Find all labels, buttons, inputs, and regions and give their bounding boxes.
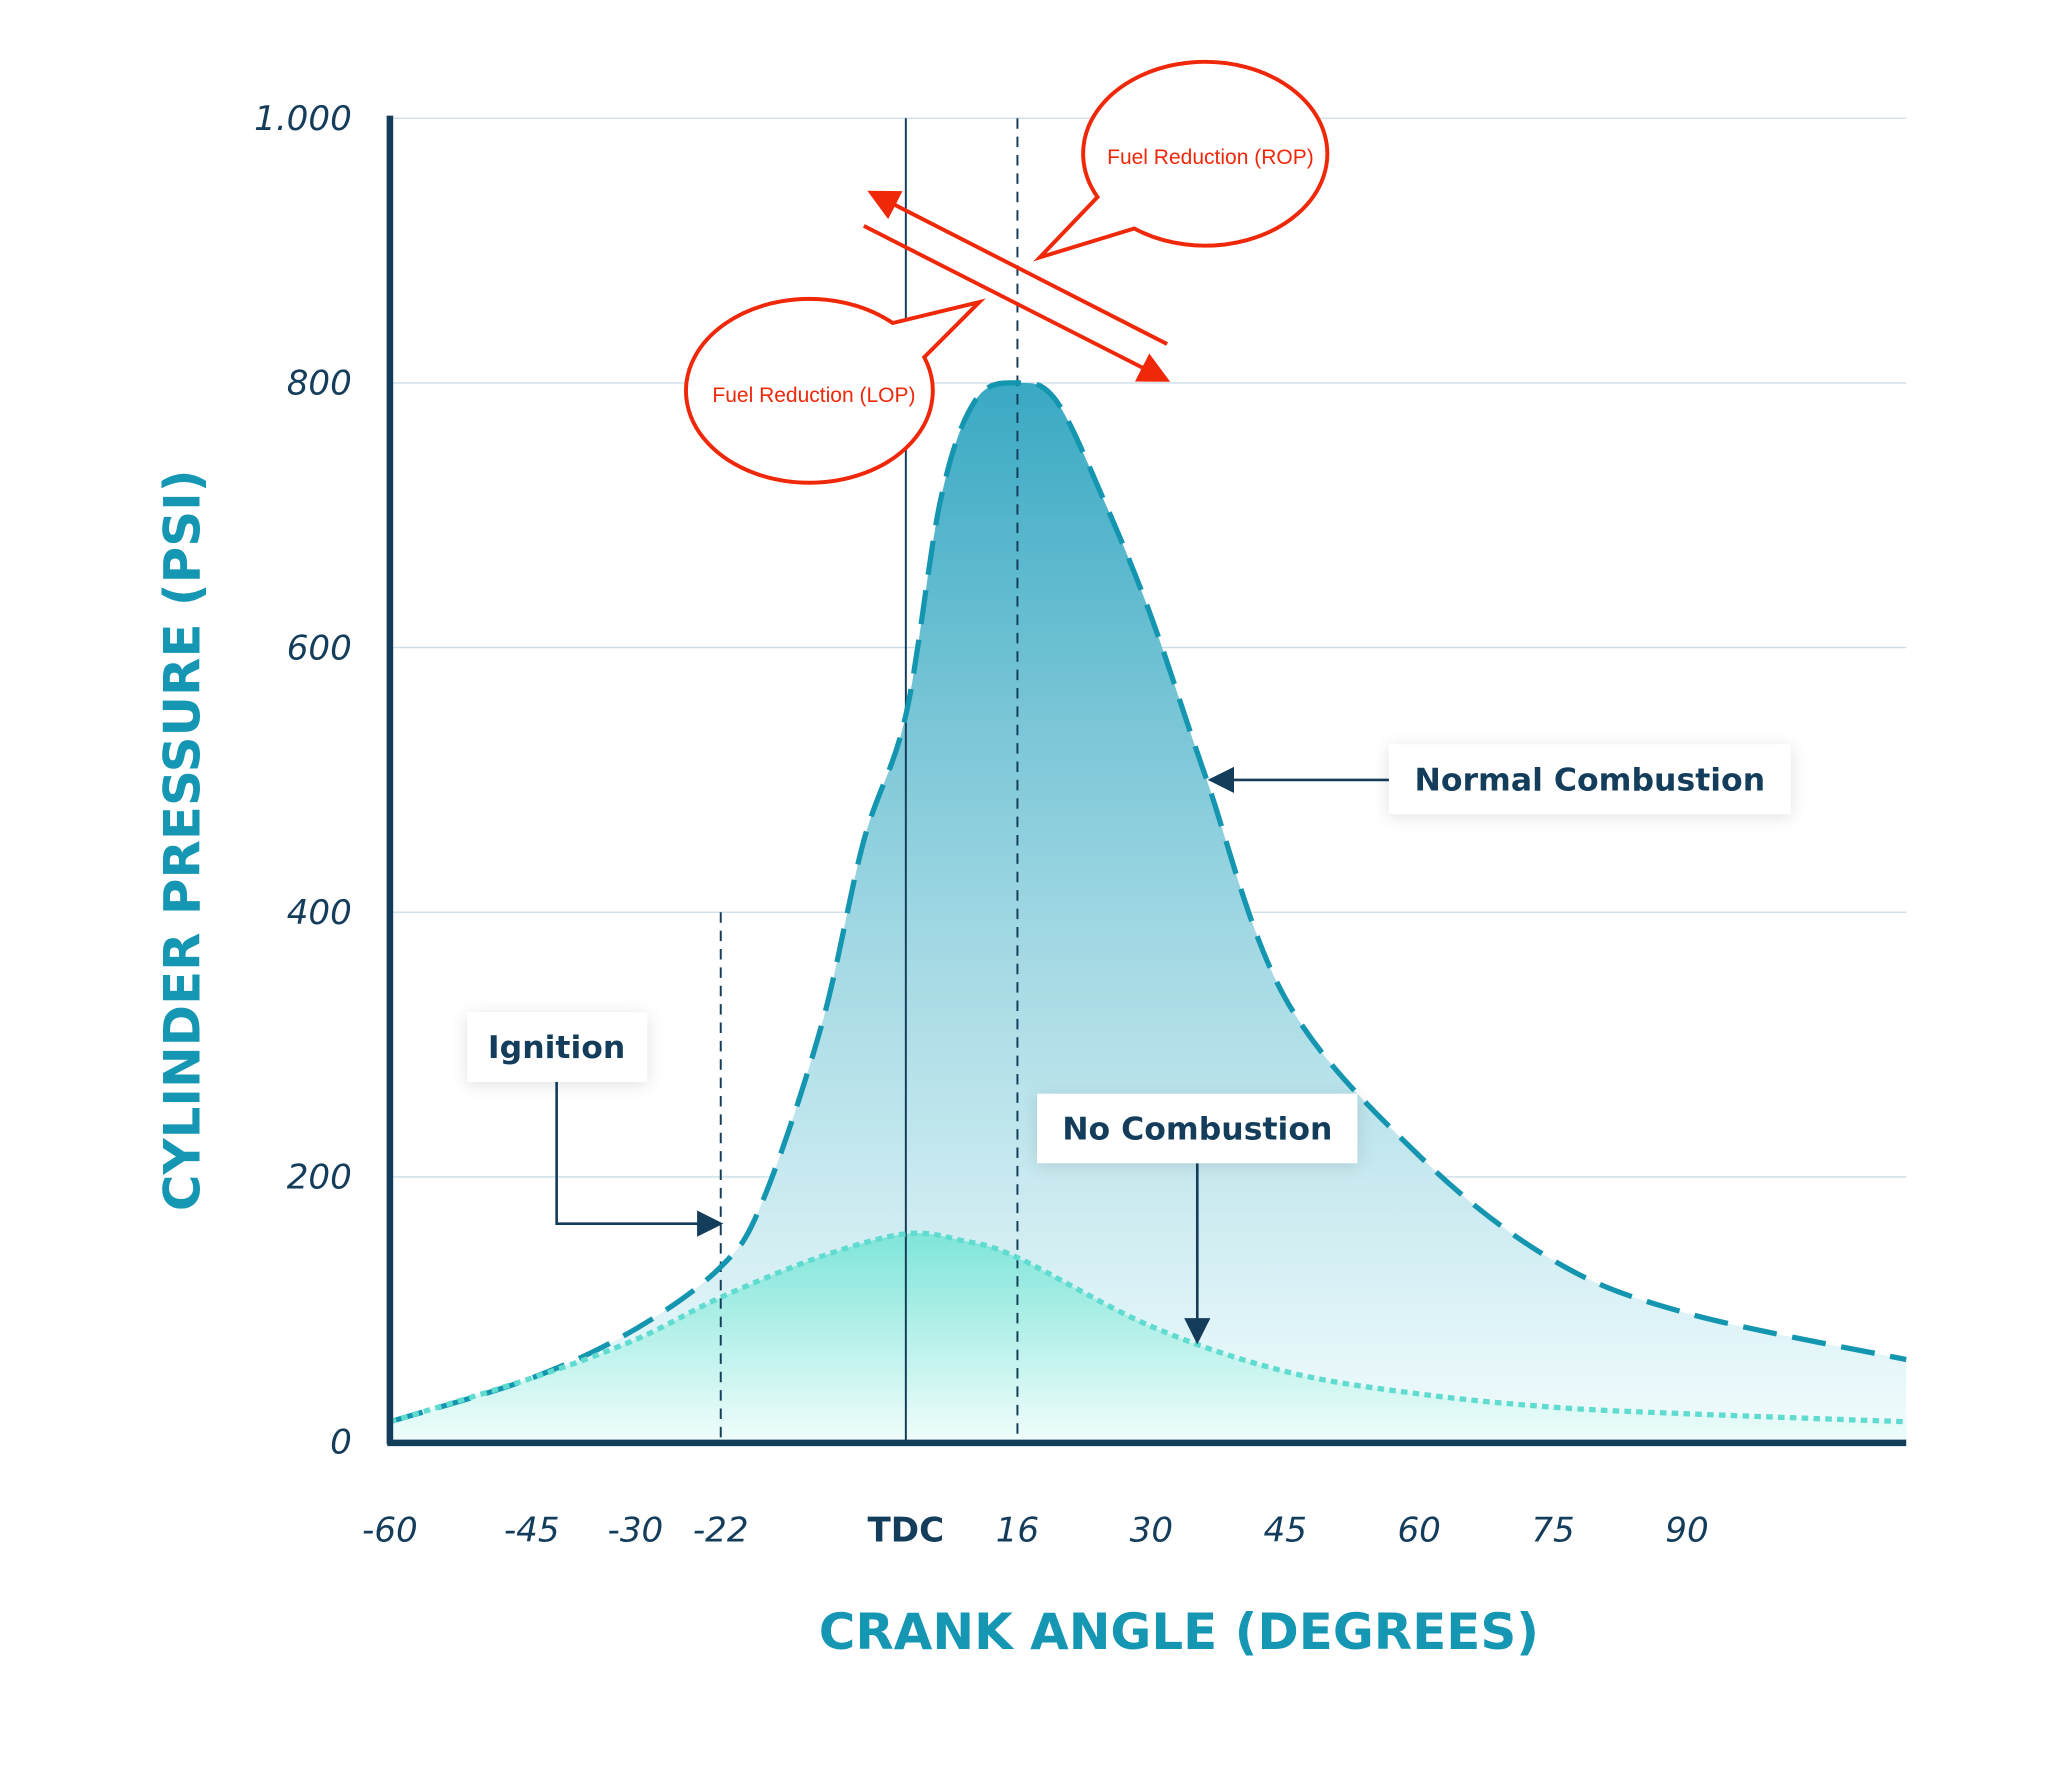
x-tick-label: 90 — [1665, 1510, 1708, 1550]
x-tick-label: -22 — [693, 1510, 749, 1550]
y-axis-title: CYLINDER PRESSURE (PSI) — [154, 469, 212, 1211]
ignition-label: Ignition — [488, 1030, 625, 1066]
x-tick-label: 45 — [1264, 1510, 1307, 1550]
rop-label: Fuel Reduction (ROP) — [1107, 146, 1314, 169]
line-no-combustion — [389, 1230, 1907, 1425]
y-tick-label: 400 — [287, 893, 352, 933]
rop-speech-bubble: Fuel Reduction (ROP) — [1033, 59, 1330, 262]
no-combustion-box — [1037, 1093, 1358, 1164]
x-tick-label: 60 — [1397, 1510, 1440, 1550]
y-tick-label: 600 — [287, 628, 352, 668]
normal-combustion-box — [1388, 744, 1791, 815]
ignition-pointer — [555, 1081, 724, 1237]
no-combustion-label: No Combustion — [1062, 1112, 1332, 1148]
x-tick-label: TDC — [868, 1510, 945, 1550]
area-no-combustion — [389, 1233, 1907, 1442]
lop-arrow — [862, 224, 1171, 382]
x-tick-label: 75 — [1531, 1510, 1574, 1550]
fuel-reduction-arrows — [862, 190, 1171, 382]
x-tick-label: 30 — [1130, 1510, 1173, 1550]
lop-speech-bubble: Fuel Reduction (LOP) — [684, 296, 986, 485]
y-tick-label: 800 — [287, 364, 352, 404]
y-tick-label: 1.000 — [254, 99, 352, 139]
x-tick-label: 16 — [996, 1510, 1039, 1550]
x-axis-title: CRANK ANGLE (DEGREES) — [819, 1603, 1539, 1661]
rop-arrow — [867, 190, 1168, 346]
no-combustion-callout: No Combustion — [1037, 1093, 1358, 1345]
area-normal-combustion — [389, 382, 1907, 1442]
x-tick-label: -30 — [608, 1510, 664, 1550]
x-tick-label: -45 — [504, 1510, 560, 1550]
x-tick-label: -60 — [362, 1510, 418, 1550]
ignition-box — [467, 1012, 648, 1082]
normal-combustion-callout: Normal Combustion — [1207, 744, 1791, 815]
line-normal-combustion — [389, 380, 1907, 1425]
normal-combustion-label: Normal Combustion — [1415, 762, 1766, 798]
lop-label: Fuel Reduction (LOP) — [712, 384, 915, 407]
ignition-callout: Ignition — [467, 1012, 724, 1237]
y-tick-label: 200 — [287, 1158, 352, 1198]
y-tick-label: 0 — [330, 1422, 352, 1462]
